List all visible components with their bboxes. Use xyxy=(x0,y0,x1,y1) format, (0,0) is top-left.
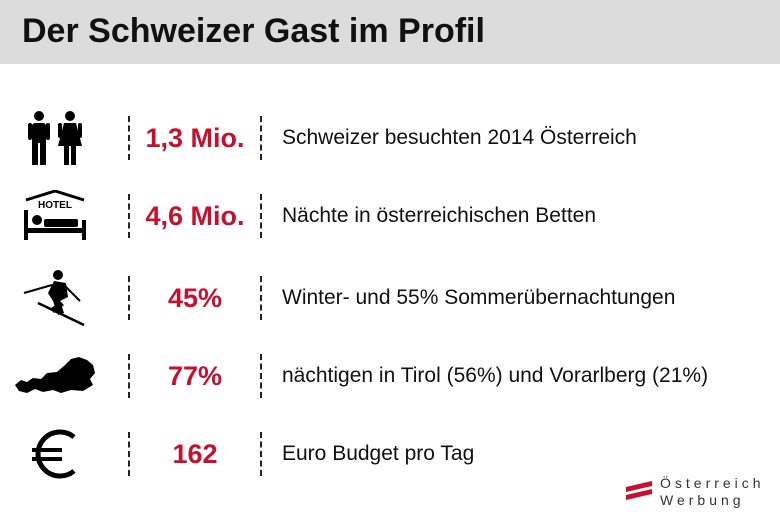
hotel-bed-icon: HOTEL xyxy=(10,186,100,246)
separator-right xyxy=(260,354,262,398)
stat-value: 45% xyxy=(167,282,223,313)
stat-row-season: 45% Winter- und 55% Sommerübernachtungen xyxy=(0,268,780,328)
stat-row-regions: 77% nächtigen in Tirol (56%) und Vorarlb… xyxy=(0,346,780,406)
stat-row-nights: HOTEL 4,6 Mio. Nächte in österreichische… xyxy=(0,186,780,246)
stat-description: Winter- und 55% Sommerübernachtungen xyxy=(282,286,676,309)
stat-value: 77% xyxy=(167,360,223,391)
separator-right xyxy=(260,194,262,238)
stat-row-visitors: 1,3 Mio. Schweizer besuchten 2014 Österr… xyxy=(0,108,780,168)
page-title: Der Schweizer Gast im Profil xyxy=(22,12,485,50)
stat-description: Schweizer besuchten 2014 Österreich xyxy=(282,126,637,149)
separator-right xyxy=(260,276,262,320)
title-bar: Der Schweizer Gast im Profil xyxy=(0,0,780,64)
separator-right xyxy=(260,116,262,160)
stat-description: Nächte in österreichischen Betten xyxy=(282,204,597,227)
stat-row-budget: 162 Euro Budget pro Tag xyxy=(0,424,780,484)
stat-value: 4,6 Mio. xyxy=(145,200,245,231)
separator-left xyxy=(128,116,130,160)
separator-left xyxy=(128,276,130,320)
separator-left xyxy=(128,354,130,398)
separator-left xyxy=(128,194,130,238)
austria-map-icon xyxy=(10,346,100,406)
stat-value: 1,3 Mio. xyxy=(145,122,245,153)
hotel-label: HOTEL xyxy=(38,200,72,211)
oesterreich-werbung-logo: Österreich Werbung xyxy=(624,475,774,509)
skier-icon xyxy=(10,268,100,328)
euro-icon xyxy=(10,424,100,484)
flag-stripes-icon xyxy=(626,481,652,500)
separator-left xyxy=(128,432,130,476)
stat-value: 162 xyxy=(172,438,218,469)
logo-text-line2: Werbung xyxy=(660,492,745,508)
stat-description: Euro Budget pro Tag xyxy=(282,442,475,465)
logo-text-line1: Österreich xyxy=(660,475,765,491)
stat-description: nächtigen in Tirol (56%) und Vorarlberg … xyxy=(282,364,709,387)
separator-right xyxy=(260,432,262,476)
people-icon xyxy=(10,108,100,168)
